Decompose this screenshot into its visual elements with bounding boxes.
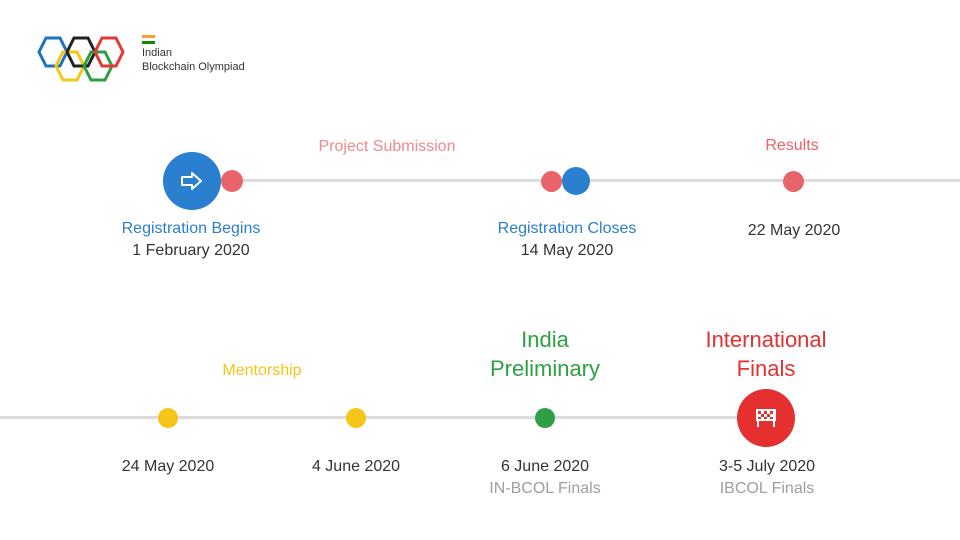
- mentorship-end-dot: [346, 408, 366, 428]
- timeline-bottom-line: [0, 416, 766, 419]
- olympiad-rings-logo: [37, 36, 125, 82]
- international-finals-subtitle: IBCOL Finals: [719, 480, 815, 497]
- mentorship-start-date: 24 May 2020: [121, 458, 215, 475]
- registration-closes-date: 14 May 2020: [520, 242, 614, 259]
- international-finals-title-line-2: Finals: [736, 356, 796, 381]
- registration-begins-date: 1 February 2020: [132, 242, 250, 259]
- brand-name: Indian Blockchain Olympiad: [142, 46, 245, 74]
- project-submission-label: Project Submission: [318, 138, 456, 155]
- logo-ring-yellow: [54, 50, 86, 82]
- india-preliminary-title-line-2: Preliminary: [489, 356, 601, 381]
- registration-begins-title: Registration Begins: [121, 220, 261, 237]
- india-flag-icon: [142, 35, 155, 44]
- india-preliminary-dot: [535, 408, 555, 428]
- international-finals-title-line-1: International: [705, 327, 827, 352]
- project-submission-start-dot: [221, 170, 243, 192]
- mentorship-label: Mentorship: [222, 362, 302, 379]
- registration-begins-marker: [163, 152, 221, 210]
- international-finals-marker: [737, 389, 795, 447]
- india-preliminary-title: India Preliminary: [490, 325, 600, 383]
- international-finals-title: International Finals: [705, 325, 826, 383]
- arrow-right-icon: [181, 172, 202, 190]
- logo-ring-blue: [37, 36, 69, 68]
- logo-ring-black: [65, 36, 97, 68]
- checkered-flag-icon: [756, 409, 776, 427]
- registration-closes-dot: [562, 167, 590, 195]
- mentorship-start-dot: [158, 408, 178, 428]
- mentorship-end-date: 4 June 2020: [311, 458, 401, 475]
- results-date: 22 May 2020: [747, 222, 841, 239]
- india-preliminary-date: 6 June 2020: [500, 458, 590, 475]
- logo-ring-green: [82, 50, 114, 82]
- brand-line-2: Blockchain Olympiad: [142, 61, 245, 73]
- results-dot: [783, 171, 804, 192]
- results-label: Results: [765, 137, 819, 154]
- india-preliminary-subtitle: IN-BCOL Finals: [489, 480, 601, 497]
- india-preliminary-title-line-1: India: [521, 327, 569, 352]
- logo-ring-red: [93, 36, 125, 68]
- project-submission-end-dot: [541, 171, 562, 192]
- brand-line-1: Indian: [142, 47, 172, 59]
- international-finals-date: 3-5 July 2020: [718, 458, 816, 475]
- registration-closes-title: Registration Closes: [497, 220, 637, 237]
